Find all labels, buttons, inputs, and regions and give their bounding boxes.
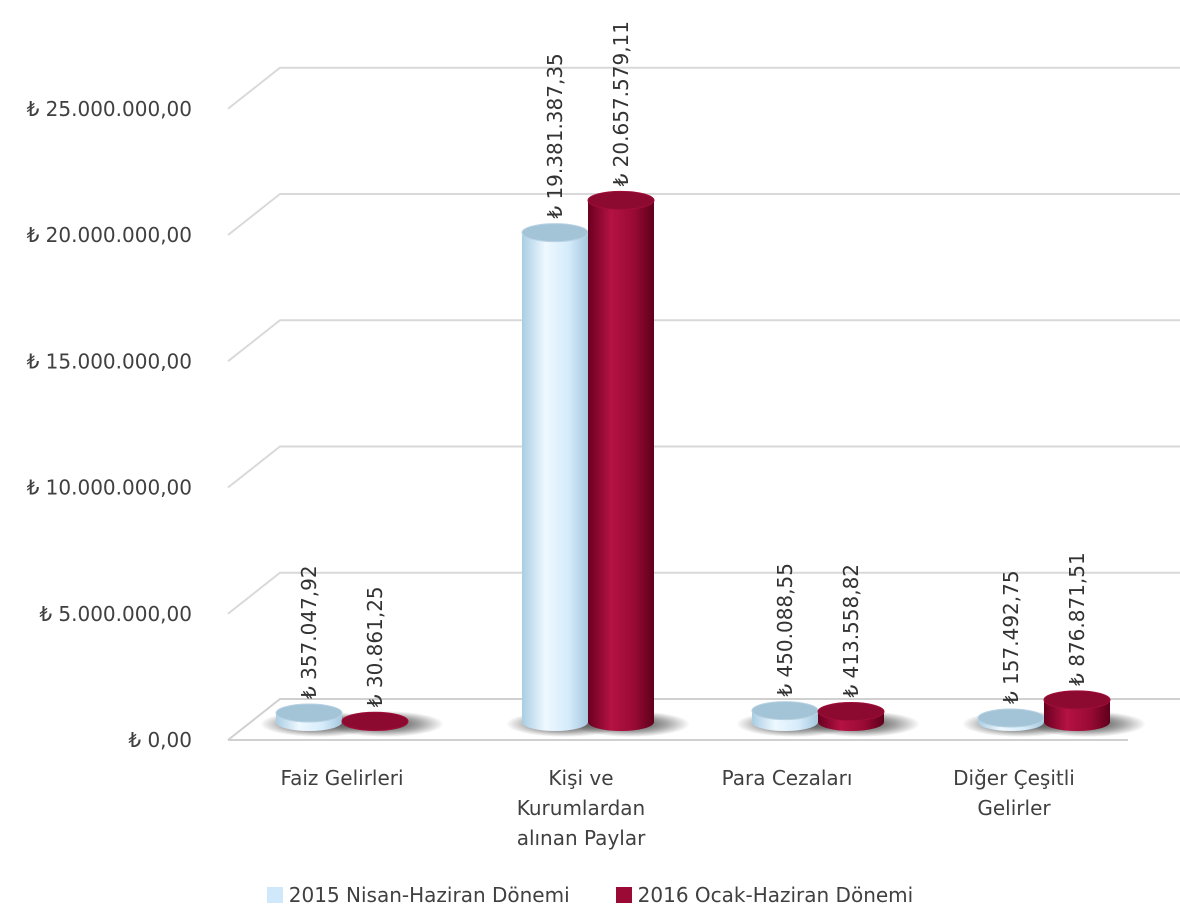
bar-2016-0 (341, 711, 409, 731)
data-label: ₺ 20.657.579,11 (609, 21, 633, 186)
gridline (227, 698, 1180, 741)
x-category-label: Para Cezaları (722, 766, 853, 790)
bar-2015-2 (751, 701, 819, 731)
data-label: ₺ 357.047,92 (297, 565, 321, 699)
x-category-label: Diğer Çeşitli Gelirler (953, 766, 1075, 820)
bar-2016-3 (1043, 690, 1111, 731)
bar-2016-2 (817, 702, 885, 731)
y-tick-label: ₺ 15.000.000,00 (27, 349, 192, 373)
data-label: ₺ 413.558,82 (839, 564, 863, 698)
legend-item-2016: 2016 Ocak-Haziran Dönemi (615, 883, 914, 907)
x-category-label: Kişi ve Kurumlardan alınan Paylar (517, 766, 646, 850)
bar-2015-1 (521, 223, 589, 731)
legend: 2015 Nisan-Haziran Dönemi 2016 Ocak-Hazi… (0, 883, 1180, 907)
legend-swatch-2015 (266, 887, 283, 903)
y-tick-label: ₺ 25.000.000,00 (27, 97, 192, 121)
legend-item-2015: 2015 Nisan-Haziran Dönemi (266, 883, 570, 907)
gridline (227, 193, 1180, 236)
data-label: ₺ 19.381.387,35 (543, 53, 567, 218)
data-label: ₺ 876.871,51 (1065, 552, 1089, 686)
legend-swatch-2016 (615, 887, 632, 903)
y-tick-label: ₺ 5.000.000,00 (39, 602, 192, 626)
x-category-label: Faiz Gelirleri (280, 766, 403, 790)
y-tick-label: ₺ 20.000.000,00 (27, 223, 192, 247)
bar-2015-3 (977, 708, 1045, 731)
gridline (227, 571, 1180, 615)
data-label: ₺ 30.861,25 (363, 586, 387, 707)
data-label: ₺ 157.492,75 (999, 570, 1023, 704)
gridline (227, 445, 1180, 489)
chart: ₺ 357.047,92 ₺ 19.381.387,35 ₺ 450.088,55 ₺… (27, 21, 1180, 850)
y-tick-label: ₺ 0,00 (128, 728, 192, 752)
gridline (227, 66, 1180, 110)
legend-label-2016: 2016 Ocak-Haziran Dönemi (637, 883, 914, 907)
gridline (227, 319, 1180, 363)
bar-2016-1 (587, 190, 655, 732)
data-label: ₺ 450.088,55 (773, 563, 797, 697)
y-tick-label: ₺ 10.000.000,00 (27, 476, 192, 500)
legend-label-2015: 2015 Nisan-Haziran Dönemi (288, 883, 570, 907)
bar-2015-0 (275, 703, 343, 731)
